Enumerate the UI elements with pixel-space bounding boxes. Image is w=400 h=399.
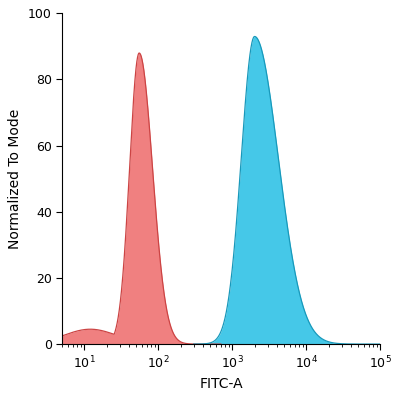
Y-axis label: Normalized To Mode: Normalized To Mode	[8, 109, 22, 249]
X-axis label: FITC-A: FITC-A	[199, 377, 243, 391]
